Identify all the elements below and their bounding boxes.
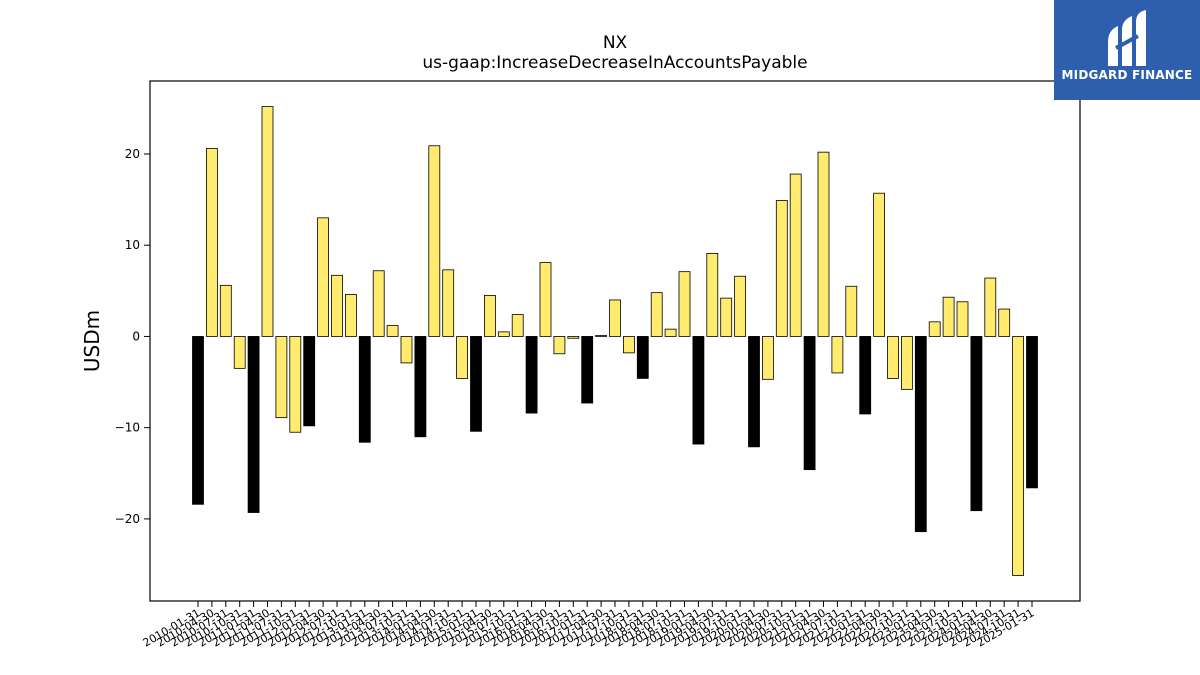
y-tick-label: 20: [125, 147, 140, 161]
bar-2019-10-31: [734, 275, 746, 337]
bar-2011-10-31: [289, 336, 302, 433]
bar-2024-01-31: [970, 336, 983, 512]
bar-2018-07-31: [664, 328, 677, 337]
bar-2022-10-31: [901, 336, 913, 390]
bar-2013-07-31: [386, 325, 399, 337]
bar-2012-04-30: [317, 217, 330, 337]
bar-2020-10-31: [789, 173, 802, 337]
bar-2013-10-31: [400, 336, 413, 364]
bars: [192, 106, 1038, 576]
bar-2011-04-30: [261, 106, 274, 337]
midgard-logo-mark-icon: [1108, 10, 1146, 66]
bar-2010-10-31: [233, 336, 246, 369]
bar-2024-10-31: [1012, 336, 1024, 576]
bar-2014-10-31: [456, 336, 469, 379]
bar-2020-04-30: [762, 336, 774, 380]
bar-2018-01-31: [636, 336, 649, 379]
bar-2017-07-31: [609, 299, 621, 337]
chart-subtitle: us-gaap:IncreaseDecreaseInAccountsPayabl…: [422, 53, 807, 73]
x-ticks: 2010-01-312010-04-302010-07-312010-10-31…: [141, 601, 1037, 650]
bar-2014-07-31: [442, 269, 455, 337]
y-ticks: −20 −10 0 10 20: [115, 147, 150, 526]
bar-2014-04-30: [428, 145, 441, 337]
bar-2016-07-31: [553, 336, 566, 355]
bar-2016-04-30: [539, 262, 552, 337]
bar-2024-07-31: [998, 308, 1011, 337]
bar-2012-01-31: [303, 336, 316, 427]
bar-2013-04-30: [372, 270, 385, 337]
y-tick-label: −10: [115, 421, 140, 435]
bar-2023-10-31: [956, 301, 969, 337]
y-tick-label: −20: [115, 512, 140, 526]
bar-2022-01-31: [859, 336, 872, 415]
bar-2024-04-30: [984, 277, 997, 337]
bar-2015-10-31: [511, 314, 524, 337]
bar-2015-01-31: [470, 336, 482, 432]
bar-2015-07-31: [497, 331, 510, 337]
bar-2021-10-31: [845, 285, 858, 337]
bar-2016-10-31: [567, 336, 580, 339]
plot-frame: [149, 80, 1081, 602]
bar-2010-07-31: [219, 284, 232, 337]
bar-2019-01-31: [692, 336, 705, 445]
bar-2022-07-31: [887, 336, 899, 379]
bar-2017-01-31: [581, 336, 594, 404]
brand-name: MIDGARD FINANCE: [1061, 68, 1193, 82]
bar-2019-04-30: [706, 253, 719, 337]
bar-2015-04-30: [483, 294, 496, 337]
bar-2023-04-30: [928, 321, 941, 337]
bar-2019-07-31: [720, 297, 733, 337]
bar-2020-07-31: [775, 200, 788, 337]
bar-2011-01-31: [247, 336, 260, 513]
bar-2020-01-31: [748, 336, 760, 448]
bar-2017-04-30: [595, 335, 607, 337]
brand-logo: MIDGARD FINANCE: [1054, 0, 1200, 100]
bar-2013-01-31: [358, 336, 371, 443]
bar-2014-01-31: [414, 336, 427, 438]
y-tick-label: 10: [125, 238, 140, 252]
bar-2021-01-31: [803, 336, 816, 471]
bar-2018-10-31: [678, 271, 691, 337]
bar-2023-07-31: [942, 296, 955, 337]
bar-2018-04-30: [650, 292, 663, 337]
bar-2023-01-31: [914, 336, 927, 533]
bar-2021-07-31: [831, 336, 844, 374]
y-axis-label: USDm: [80, 310, 104, 372]
bar-2017-10-31: [623, 336, 635, 354]
bar-2012-10-31: [344, 294, 357, 337]
bar-2022-04-30: [873, 192, 885, 337]
bar-2010-04-30: [205, 148, 218, 337]
bar-2011-07-31: [275, 336, 288, 419]
bar-2025-01-31: [1026, 336, 1038, 489]
chart-title: NX: [603, 33, 628, 53]
y-tick-label: 0: [132, 329, 140, 343]
bar-2012-07-31: [331, 274, 343, 337]
bar-2016-01-31: [525, 336, 538, 414]
bar-2010-01-31: [192, 336, 204, 505]
bar-2021-04-30: [817, 151, 830, 337]
